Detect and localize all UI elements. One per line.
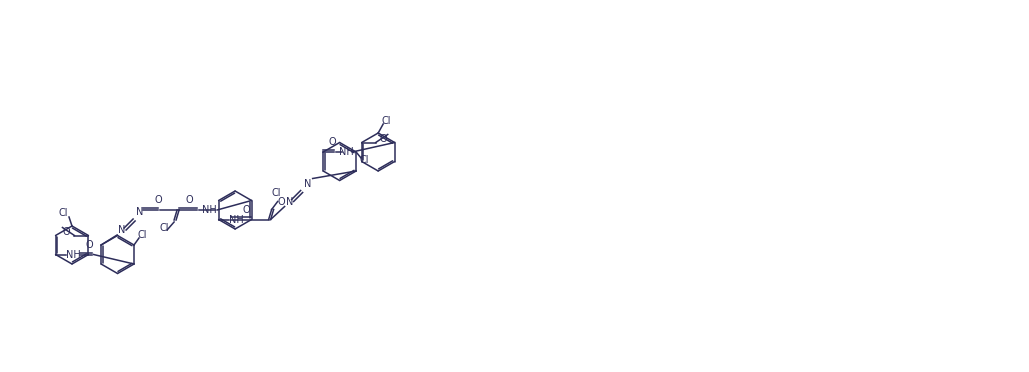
Text: NH: NH bbox=[339, 147, 354, 157]
Text: N: N bbox=[137, 207, 144, 217]
Text: Cl: Cl bbox=[137, 230, 147, 240]
Text: Cl: Cl bbox=[359, 155, 368, 165]
Text: O: O bbox=[154, 195, 162, 205]
Text: O: O bbox=[243, 205, 250, 215]
Text: N: N bbox=[304, 179, 312, 189]
Text: NH: NH bbox=[229, 215, 244, 224]
Text: O: O bbox=[278, 196, 285, 206]
Text: NH: NH bbox=[202, 205, 216, 215]
Text: Cl: Cl bbox=[159, 223, 169, 233]
Text: O: O bbox=[63, 227, 70, 237]
Text: Cl: Cl bbox=[59, 208, 68, 218]
Text: Cl: Cl bbox=[272, 187, 281, 198]
Text: N: N bbox=[118, 225, 126, 235]
Text: Cl: Cl bbox=[382, 116, 391, 126]
Text: N: N bbox=[286, 196, 293, 206]
Text: O: O bbox=[380, 134, 388, 144]
Text: NH: NH bbox=[66, 250, 81, 260]
Text: O: O bbox=[328, 137, 336, 147]
Text: O: O bbox=[185, 195, 192, 205]
Text: O: O bbox=[85, 240, 94, 250]
